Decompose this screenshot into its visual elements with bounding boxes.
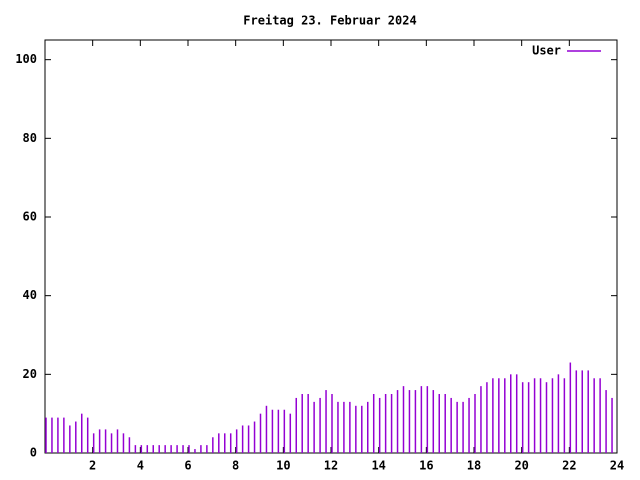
y-tick-label: 40	[23, 288, 37, 302]
legend-label: User	[532, 44, 561, 58]
y-tick-label: 60	[23, 210, 37, 224]
y-tick-label: 20	[23, 367, 37, 381]
x-tick-label: 8	[232, 459, 239, 473]
chart-title: Freitag 23. Februar 2024	[243, 14, 416, 28]
y-tick-label: 0	[30, 446, 37, 460]
y-tick-label: 80	[23, 131, 37, 145]
x-tick-label: 12	[324, 459, 338, 473]
x-tick-label: 10	[276, 459, 290, 473]
x-tick-label: 24	[610, 459, 624, 473]
x-tick-label: 14	[371, 459, 385, 473]
x-tick-label: 16	[419, 459, 433, 473]
y-tick-label: 100	[15, 52, 37, 66]
x-tick-label: 18	[467, 459, 481, 473]
x-tick-label: 4	[137, 459, 144, 473]
x-tick-label: 6	[184, 459, 191, 473]
x-tick-label: 2	[89, 459, 96, 473]
x-tick-label: 20	[514, 459, 528, 473]
x-tick-label: 22	[562, 459, 576, 473]
